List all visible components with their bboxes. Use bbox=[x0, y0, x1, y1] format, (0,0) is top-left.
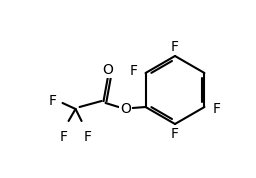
Text: O: O bbox=[120, 102, 131, 116]
Text: F: F bbox=[49, 94, 57, 108]
Text: O: O bbox=[102, 63, 113, 77]
Text: F: F bbox=[83, 130, 92, 144]
Text: F: F bbox=[171, 127, 179, 141]
Text: F: F bbox=[171, 40, 179, 54]
Text: F: F bbox=[212, 102, 220, 116]
Text: F: F bbox=[130, 64, 137, 78]
Text: F: F bbox=[60, 130, 68, 144]
